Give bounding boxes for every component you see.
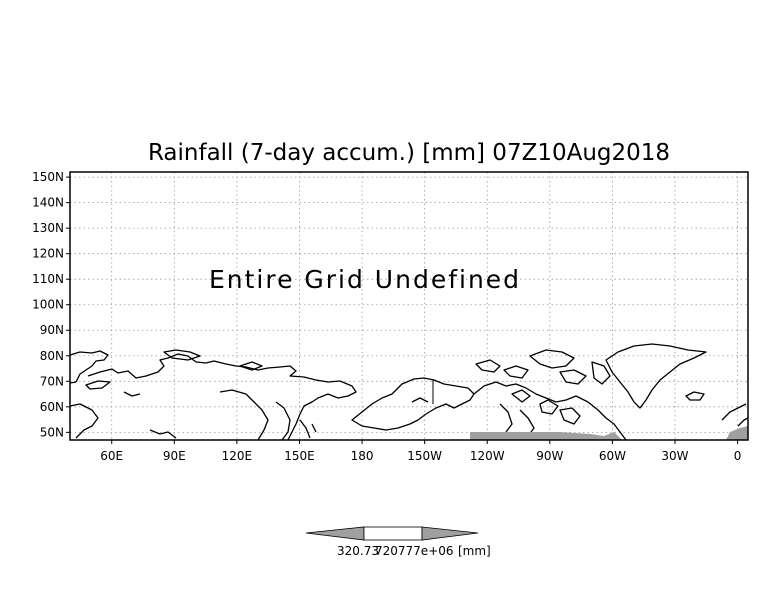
lon-label: 120W: [470, 449, 505, 463]
lon-label: 60W: [599, 449, 626, 463]
undefined-message: Entire Grid Undefined: [209, 265, 521, 294]
lon-label: 0: [734, 449, 742, 463]
lat-label: 120N: [32, 247, 64, 261]
lon-label: 90W: [536, 449, 563, 463]
grid-lines: [70, 172, 748, 440]
lon-label: 60E: [100, 449, 123, 463]
colorbar-label-min: 320.73: [337, 544, 379, 558]
colorbar: 320.73 720777e+06 [mm]: [305, 526, 491, 558]
lon-label: 180: [351, 449, 374, 463]
lat-label: 90N: [40, 323, 64, 337]
lon-label: 150E: [284, 449, 315, 463]
lat-label: 80N: [40, 349, 64, 363]
lon-label: 30W: [661, 449, 688, 463]
lat-label: 100N: [32, 298, 64, 312]
lat-label: 60N: [40, 400, 64, 414]
map-title: Rainfall (7-day accum.) [mm] 07Z10Aug201…: [148, 140, 670, 166]
lat-label: 50N: [40, 425, 64, 439]
lat-label: 140N: [32, 196, 64, 210]
lon-label: 120E: [222, 449, 253, 463]
colorbar-right-arrow: [421, 526, 479, 541]
masked-regions: [470, 426, 748, 440]
map-frame: [69, 171, 749, 441]
colorbar-label-max: 720777e+06: [375, 544, 454, 558]
lat-label: 130N: [32, 221, 64, 235]
latitude-labels: 150N 140N 130N 120N 110N 100N 90N 80N 70N 60N 50N: [32, 170, 70, 439]
lon-label: 150W: [407, 449, 442, 463]
lat-label: 150N: [32, 170, 64, 184]
lat-label: 70N: [40, 374, 64, 388]
colorbar-middle-box: [363, 526, 423, 541]
coastlines: [69, 343, 749, 441]
lat-label: 110N: [32, 272, 64, 286]
longitude-labels: 60E 90E 120E 150E 180 150W 120W 90W 60W 30W 0: [100, 440, 741, 463]
colorbar-left-arrow: [305, 526, 365, 541]
lon-label: 90E: [163, 449, 186, 463]
colorbar-label-unit: [mm]: [458, 544, 491, 558]
